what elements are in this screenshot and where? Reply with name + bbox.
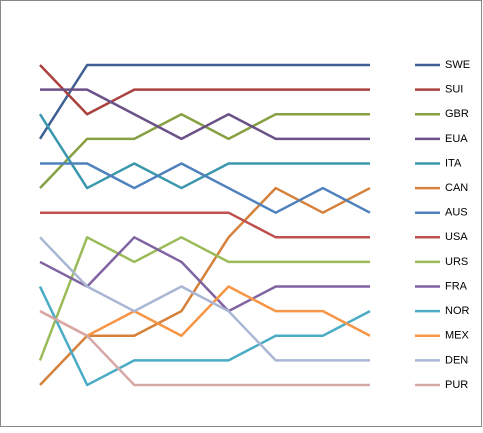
legend-label: NOR (445, 305, 470, 317)
legend-label: EUA (445, 133, 468, 145)
series-line (38, 63, 370, 140)
legend-label: PUR (445, 379, 468, 391)
legend-label: SUI (445, 84, 463, 96)
series-line (40, 162, 371, 214)
series-line (39, 285, 371, 338)
legend-label: USA (445, 231, 468, 243)
legend-label: DEN (445, 354, 468, 366)
legend-label: GBR (445, 108, 469, 120)
series-line (40, 211, 370, 239)
legend-label: MEX (445, 330, 470, 342)
legend-label: SWE (445, 59, 470, 71)
series-line (39, 186, 371, 386)
series-line (39, 236, 370, 313)
series-line (39, 236, 370, 362)
legend-label: FRA (445, 280, 468, 292)
legend-label: CAN (445, 182, 468, 194)
legend-label: AUS (445, 207, 468, 219)
series-line (39, 64, 370, 116)
series-line (39, 310, 370, 387)
series-line (40, 88, 370, 141)
legend-label: ITA (445, 157, 462, 169)
series-line (38, 285, 371, 387)
series-line (38, 236, 370, 361)
legend-label: URS (445, 256, 468, 268)
